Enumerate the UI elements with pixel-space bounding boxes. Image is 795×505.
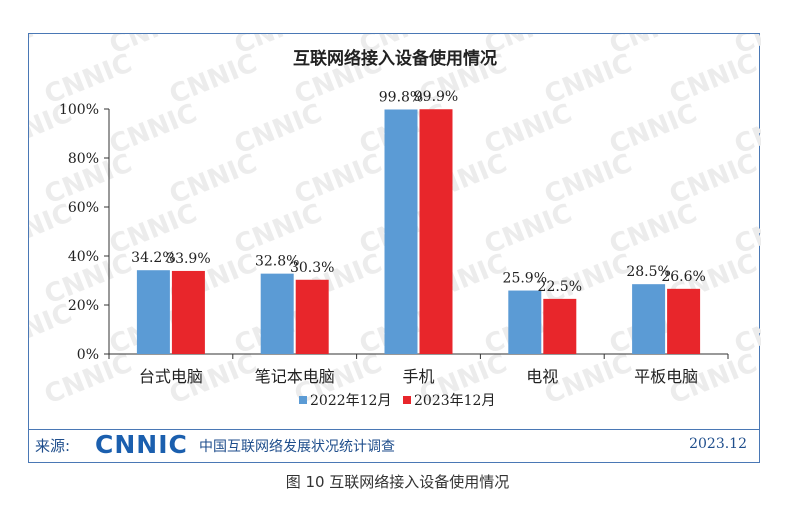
legend-swatch — [299, 396, 307, 404]
data-label: 33.9% — [166, 251, 210, 267]
watermark-text: CNNIC — [540, 148, 636, 210]
watermark-text: CNNIC — [290, 148, 386, 210]
y-tick-label: 0% — [77, 347, 99, 363]
y-tick-label: 40% — [68, 249, 99, 265]
y-tick-label: 100% — [59, 102, 99, 118]
bar-series1 — [384, 109, 418, 355]
bar-series2 — [667, 288, 701, 354]
watermark-text: CNNIC — [29, 34, 76, 60]
x-tick-label: 台式电脑 — [139, 367, 203, 386]
bar-series1 — [136, 270, 170, 354]
data-labels: 34.2%33.9% 32.8%30.3% 99.8%99.9% 25.9%22.5%… — [131, 89, 706, 295]
watermark-text: CNNIC — [540, 48, 636, 110]
y-tick-label: 80% — [68, 151, 99, 167]
legend-label: 2022年12月 — [310, 393, 391, 409]
bar-series1 — [508, 290, 542, 354]
footer-divider — [29, 429, 759, 430]
bar-series1 — [260, 273, 294, 354]
legend-swatch — [403, 396, 411, 404]
legend: 2022年12月 2023年12月 — [299, 393, 495, 409]
x-tick-label: 手机 — [402, 367, 434, 386]
source-label: 来源: — [35, 437, 71, 455]
x-tick-label: 平板电脑 — [634, 367, 698, 386]
bar-series2 — [295, 279, 329, 354]
data-label: 34.2% — [131, 250, 175, 266]
chart-frame: CNNIC CNNIC CNNIC CNNIC CNNIC CNNIC CNNIC CNNIC… — [28, 33, 761, 463]
cnnic-logo: CNNIC — [95, 430, 188, 459]
data-label: 26.6% — [661, 269, 705, 285]
bar-series2 — [543, 298, 577, 354]
y-tick-label: 60% — [68, 200, 99, 216]
data-label: 30.3% — [290, 260, 334, 276]
bar-series1 — [632, 284, 666, 354]
x-tick-label: 电视 — [526, 367, 558, 386]
data-label: 28.5% — [626, 264, 670, 280]
data-label: 32.8% — [255, 254, 299, 270]
bar-series2 — [419, 109, 453, 355]
source-name: 中国互联网络发展状况统计调查 — [199, 439, 395, 455]
chart-title: 互联网络接入设备使用情况 — [293, 48, 497, 69]
y-tick-label: 20% — [68, 298, 99, 314]
watermark-text: CNNIC — [665, 148, 761, 210]
bars — [136, 109, 701, 355]
source-date: 2023.12 — [689, 436, 747, 452]
data-label: 25.9% — [503, 271, 547, 287]
data-label: 99.9% — [414, 89, 458, 105]
watermark-text: CNNIC — [165, 48, 261, 110]
watermark-text: CNNIC — [665, 48, 761, 110]
data-label: 99.8% — [379, 89, 423, 105]
axes: 0% 20% 40% 60% 80% 100% 台式电脑 笔记本电脑 手机 电视 平板电脑 — [59, 102, 729, 386]
bar-series2 — [171, 270, 205, 354]
legend-label: 2023年12月 — [414, 393, 495, 409]
figure-caption: 图 10 互联网络接入设备使用情况 — [285, 473, 510, 491]
chart: CNNIC CNNIC CNNIC CNNIC CNNIC CNNIC CNNIC CNNIC… — [29, 34, 761, 410]
data-label: 22.5% — [538, 279, 582, 295]
watermark-text: CNNIC — [165, 148, 261, 210]
x-tick-label: 笔记本电脑 — [255, 367, 335, 386]
